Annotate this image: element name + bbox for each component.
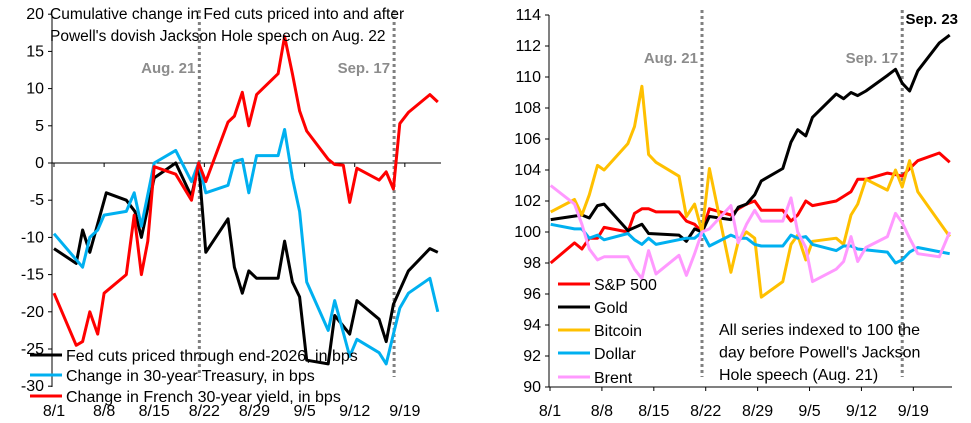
y-tick-label: 106 [514, 131, 541, 148]
chart-title-line: Powell's dovish Jackson Hole speech on A… [50, 28, 386, 45]
legend-label: Change in French 30-year yield, in bps [66, 389, 341, 406]
x-tick-label: 9/5 [293, 403, 315, 420]
y-tick-label: 110 [515, 69, 541, 86]
legend-label: Bitcoin [594, 323, 642, 340]
x-tick-label: 9/5 [798, 403, 820, 420]
y-tick-label: 104 [514, 162, 541, 179]
chart-title: Cumulative change in Fed cuts priced int… [50, 6, 404, 45]
x-tick-label: 8/22 [189, 403, 220, 420]
series-line-fed-cuts-priced-through-end-2026-in-bps [53, 161, 439, 366]
y-tick-label: 92 [523, 348, 541, 365]
series-line-dollar [550, 222, 950, 265]
annotation-text: Hole speech (Aug. 21) [719, 367, 878, 384]
y-tick-label: 108 [514, 100, 541, 117]
vertical-marker-label: Sep. 17 [846, 50, 899, 67]
legend-label: Change in 30-year Treasury, in bps [66, 368, 315, 385]
legend-label: Fed cuts priced through end-2026, in bps [66, 348, 358, 365]
x-tick-label: 8/8 [591, 403, 613, 420]
y-tick-label: 10 [26, 81, 44, 98]
y-tick-label: 98 [523, 255, 541, 272]
y-tick-label: 112 [515, 38, 541, 55]
y-tick-label: 15 [26, 43, 44, 60]
x-tick-label: 8/15 [139, 403, 170, 420]
series-line-gold [550, 33, 951, 243]
y-tick-label: 0 [35, 155, 44, 172]
x-tick-label: 8/8 [93, 403, 115, 420]
series-line-change-in-30-year-treasury-in-bps [52, 128, 440, 366]
chart-title-line: Cumulative change in Fed cuts priced int… [50, 6, 404, 23]
y-tick-label: -20 [21, 304, 44, 321]
y-tick-label: 90 [523, 379, 541, 396]
x-tick-label: 9/12 [339, 403, 370, 420]
y-tick-label: -5 [30, 192, 44, 209]
series-line-s-p-500 [549, 151, 951, 265]
vertical-marker-label: Sep. 17 [338, 60, 391, 77]
series-line-brent [549, 184, 952, 284]
x-tick-label: 9/12 [846, 403, 877, 420]
y-tick-label: 96 [523, 286, 541, 303]
series-line-bitcoin [550, 84, 951, 299]
y-tick-label: -15 [21, 267, 44, 284]
vertical-marker-label: Aug. 21 [644, 50, 698, 67]
legend-label: Dollar [594, 346, 636, 363]
x-tick-label: 8/15 [638, 403, 669, 420]
vertical-marker-label: Aug. 21 [141, 60, 195, 77]
series-line-change-in-french-30-year-yield-in-bps [52, 35, 439, 347]
legend-label: Gold [594, 300, 628, 317]
y-tick-label: 114 [515, 7, 541, 24]
end-date-label: Sep. 23 [905, 11, 958, 28]
annotation-text: All series indexed to 100 the [719, 322, 920, 339]
x-tick-label: 9/19 [898, 403, 929, 420]
x-tick-label: 9/19 [389, 403, 420, 420]
chart-panel-2: 114 112 110 108 106 104 102 100 98 96 94 92 90 8/1 8/8… [514, 7, 958, 420]
x-tick-label: 8/1 [539, 403, 561, 420]
x-tick-label: 8/1 [43, 403, 65, 420]
y-tick-label: -30 [21, 378, 44, 395]
legend-label: Brent [594, 370, 633, 387]
y-tick-label: 102 [514, 193, 541, 210]
y-tick-label: 5 [35, 118, 44, 135]
y-tick-label: 20 [26, 6, 44, 23]
y-tick-label: -10 [21, 229, 44, 246]
annotation-text: day before Powell's Jackson [719, 345, 920, 362]
x-tick-label: 8/29 [239, 403, 270, 420]
y-tick-label: 100 [514, 224, 541, 241]
x-tick-label: 8/22 [690, 403, 721, 420]
x-tick-label: 8/29 [742, 403, 773, 420]
y-tick-label: 94 [523, 317, 541, 334]
legend-label: S&P 500 [594, 277, 657, 294]
